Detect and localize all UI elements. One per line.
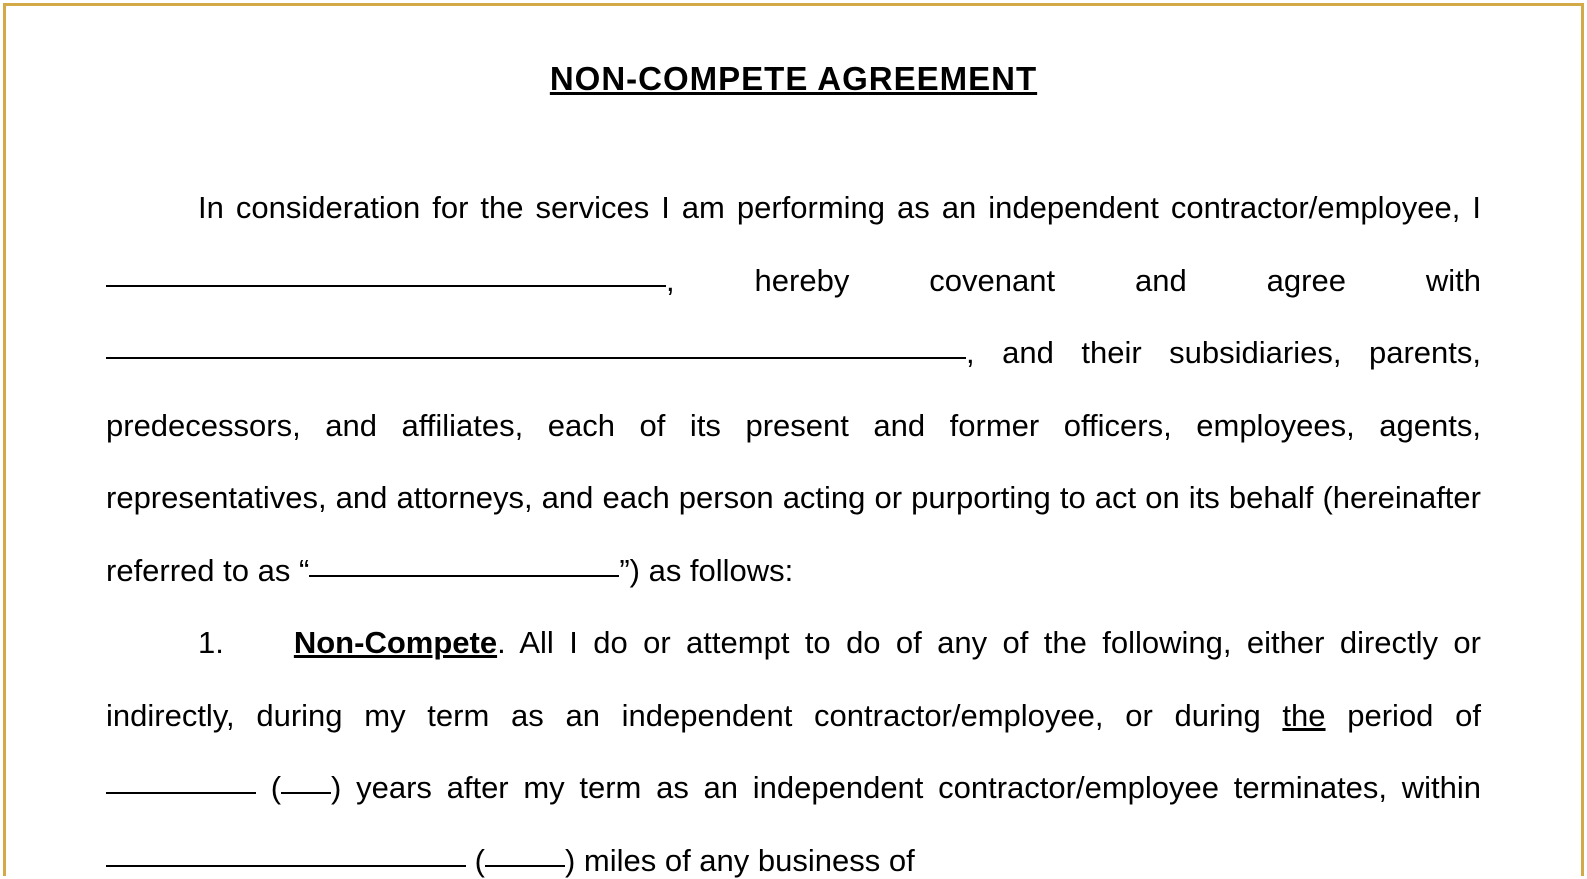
blank-contractor-name[interactable] (106, 285, 666, 287)
intro-text-1: In consideration for the services I am p… (198, 190, 1481, 225)
blank-company-name[interactable] (106, 357, 966, 359)
document-body: In consideration for the services I am p… (106, 172, 1481, 879)
blank-period-number[interactable] (281, 792, 331, 794)
blank-miles-number[interactable] (485, 865, 565, 867)
section1-text-2: period of (1326, 698, 1481, 733)
blank-company-shortname[interactable] (309, 575, 619, 577)
section-heading-noncompete: Non-Compete (294, 625, 497, 660)
section1-text-6: ) miles of any business of (565, 843, 915, 878)
document-title: NON-COMPETE AGREEMENT (106, 60, 1481, 98)
section1-text-3: ( (256, 770, 281, 805)
intro-text-2: , hereby covenant and agree with (666, 263, 1481, 298)
blank-miles-word[interactable] (106, 865, 466, 867)
intro-text-3: , and their subsidiaries, parents, prede… (106, 335, 1481, 588)
section-number-1: 1. (198, 625, 224, 660)
intro-text-4: ”) as follows: (619, 553, 793, 588)
blank-period-word[interactable] (106, 792, 256, 794)
document-page: NON-COMPETE AGREEMENT In consideration f… (6, 6, 1581, 879)
section1-text-5: ( (466, 843, 485, 878)
section1-text-4: ) years after my term as an independent … (331, 770, 1481, 805)
section1-the-underlined: the (1282, 698, 1325, 733)
